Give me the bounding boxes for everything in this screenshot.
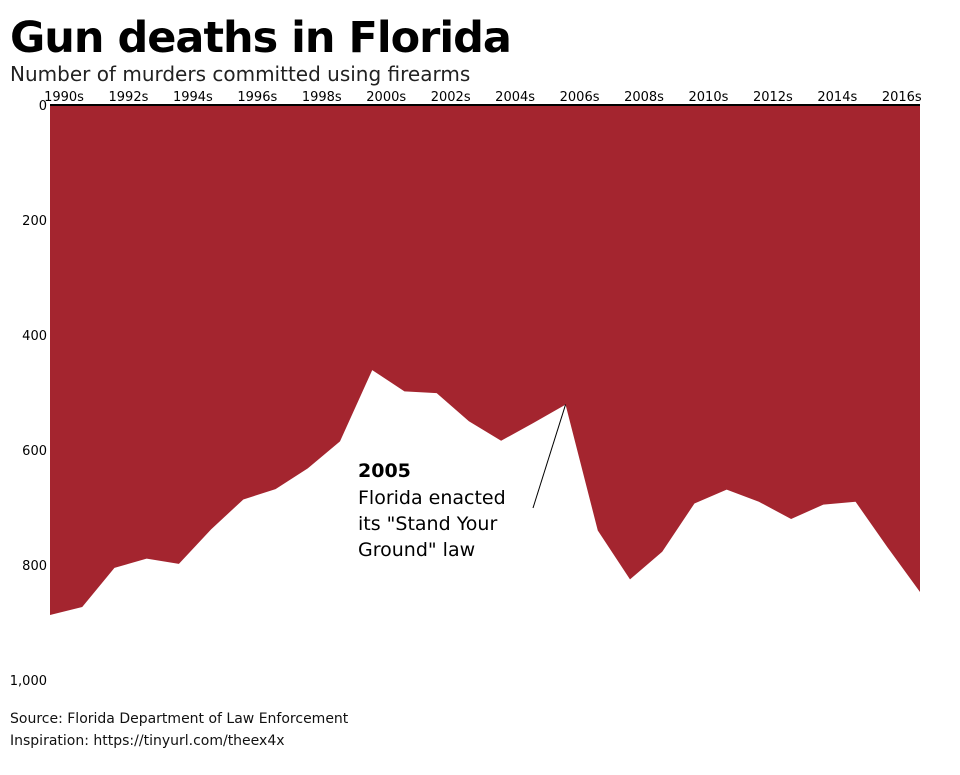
data-point-1996	[241, 497, 245, 501]
x-axis: 1990s 1992s 1994s 1996s 1998s 2000s 2002s 2004s…	[44, 90, 922, 106]
y-tick-label: 1,000	[10, 674, 47, 689]
x-tick-label: 2014s	[817, 90, 857, 105]
data-point-2010	[692, 501, 696, 505]
y-tick-label: 0	[39, 99, 47, 114]
data-point-2013	[789, 517, 793, 521]
data-point-1991	[80, 605, 84, 609]
x-tick-label: 1998s	[302, 90, 342, 105]
data-point-2002	[435, 391, 439, 395]
x-tick-label: 2006s	[560, 90, 600, 105]
data-point-2011	[725, 488, 729, 492]
data-point-2001	[402, 389, 406, 393]
annotation-leader-line	[532, 404, 567, 509]
data-point-2016	[886, 546, 890, 550]
x-tick-label: 2010s	[689, 90, 729, 105]
x-tick-label: 2012s	[753, 90, 793, 105]
data-point-1990	[48, 613, 52, 617]
chart-subtitle: Number of murders committed using firear…	[10, 62, 471, 86]
data-point-2007	[596, 529, 600, 533]
data-point-2012	[757, 500, 761, 504]
data-point-2014	[821, 503, 825, 507]
data-point-2008	[628, 577, 632, 581]
annotation: 2005 Florida enacted its "Stand Your Ground…	[358, 404, 567, 561]
data-point-1995	[209, 527, 213, 531]
x-tick-label: 2016s	[882, 90, 922, 105]
data-point-1994	[177, 562, 181, 566]
area-series	[50, 105, 920, 616]
chart-title: Gun deaths in Florida	[10, 13, 512, 63]
x-tick-label: 1994s	[173, 90, 213, 105]
x-tick-label: 1996s	[237, 90, 277, 105]
x-tick-label: 1992s	[109, 90, 149, 105]
data-point-1992	[112, 566, 116, 570]
source-note: Source: Florida Department of Law Enforc…	[10, 711, 349, 727]
area-series-layer	[48, 105, 922, 617]
y-tick-label: 400	[22, 329, 47, 344]
data-point-1993	[145, 557, 149, 561]
annotation-text-line: Florida enacted	[358, 487, 506, 509]
data-point-2000	[370, 368, 374, 372]
y-tick-label: 600	[22, 444, 47, 459]
data-point-1998	[306, 466, 310, 470]
data-point-2003	[467, 419, 471, 423]
x-tick-label: 1990s	[44, 90, 84, 105]
x-tick-label: 2000s	[366, 90, 406, 105]
y-tick-label: 800	[22, 559, 47, 574]
inspiration-note: Inspiration: https://tinyurl.com/theex4x	[10, 733, 285, 749]
data-point-2005	[531, 421, 535, 425]
data-point-2015	[854, 500, 858, 504]
x-tick-label: 2008s	[624, 90, 664, 105]
y-axis: 0 200 400 600 800 1,000	[10, 99, 47, 689]
y-tick-label: 200	[22, 214, 47, 229]
data-point-2004	[499, 439, 503, 443]
x-tick-label: 2004s	[495, 90, 535, 105]
x-tick-label: 2002s	[431, 90, 471, 105]
data-point-2009	[660, 550, 664, 554]
annotation-text-line: Ground" law	[358, 539, 475, 561]
data-point-1997	[274, 487, 278, 491]
data-point-2017	[918, 590, 922, 594]
data-point-1999	[338, 439, 342, 443]
annotation-year: 2005	[358, 460, 411, 482]
annotation-text-line: its "Stand Your	[358, 513, 497, 535]
